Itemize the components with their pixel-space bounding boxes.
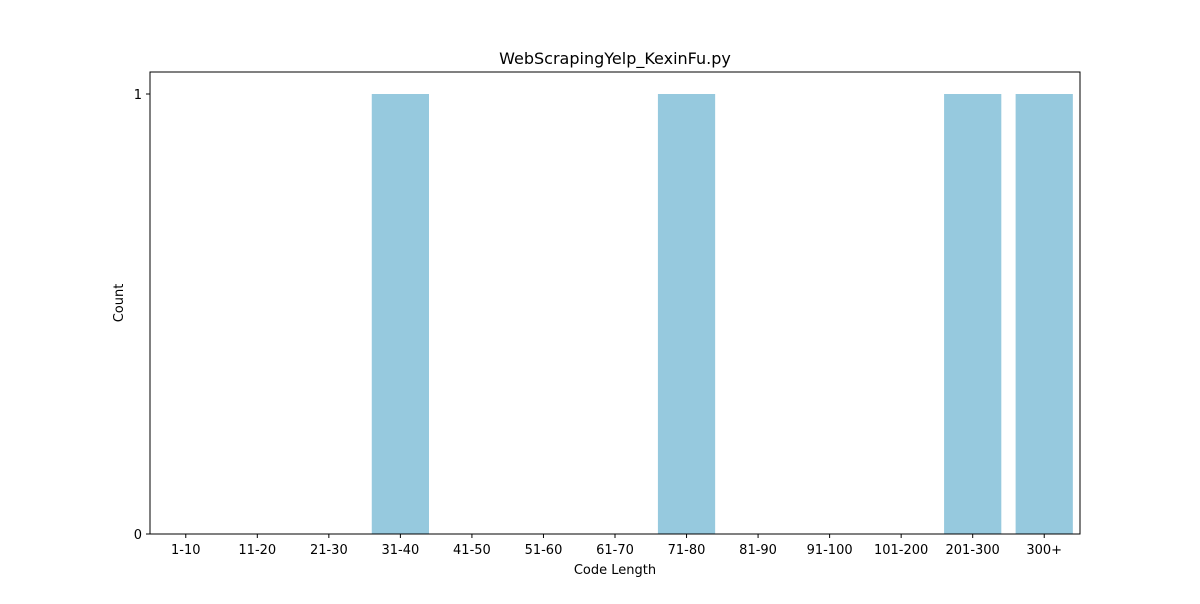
x-tick-label: 201-300 — [946, 543, 1000, 558]
x-tick-label: 81-90 — [739, 543, 777, 558]
bar-71-80 — [657, 94, 716, 534]
y-axis-label: Count — [112, 284, 127, 323]
y-tick-label: 1 — [134, 88, 142, 103]
x-tick-label: 41-50 — [453, 543, 491, 558]
x-tick-label: 61-70 — [596, 543, 634, 558]
plot-frame — [149, 71, 1081, 535]
x-tick-label: 11-20 — [238, 543, 276, 558]
x-tick-label: 21-30 — [310, 543, 348, 558]
x-tick-label: 300+ — [1026, 543, 1062, 558]
axis-ticks: 1-10 11-20 21-30 31-40 41-50 51-60 61-70 71-80 8… — [134, 88, 1062, 558]
bar-201-300 — [944, 94, 1002, 534]
bar-300+ — [1015, 94, 1073, 534]
x-tick-label: 51-60 — [525, 543, 563, 558]
x-tick-label: 71-80 — [668, 543, 706, 558]
x-tick-label: 91-100 — [807, 543, 853, 558]
y-tick-label: 0 — [134, 528, 142, 543]
chart-title: WebScrapingYelp_KexinFu.py — [499, 49, 731, 69]
bars — [371, 94, 1073, 534]
x-tick-label: 101-200 — [874, 543, 928, 558]
x-axis-label: Code Length — [574, 563, 656, 578]
x-tick-label: 1-10 — [171, 543, 201, 558]
x-tick-label: 31-40 — [381, 543, 419, 558]
bar-31-40 — [371, 94, 429, 534]
